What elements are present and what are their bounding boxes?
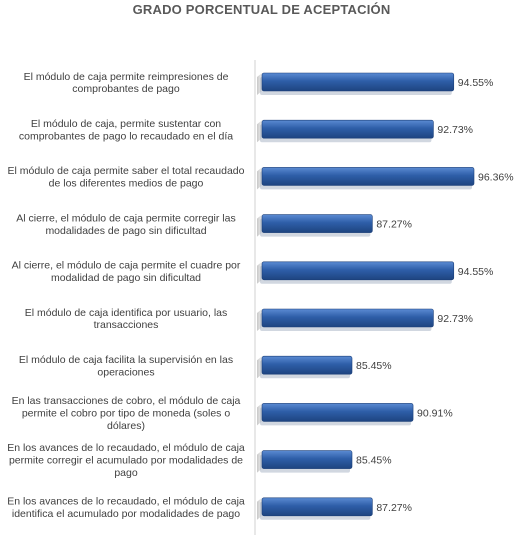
bar-depth [257,450,262,473]
category-label: El módulo de caja permite reimpresiones … [24,71,229,95]
bar-depth [257,356,262,379]
data-label: 85.45% [356,455,392,467]
data-label: 87.27% [376,219,412,231]
category-label: El módulo de caja, permite sustentar con… [19,118,233,142]
category-label-line: modalidad de pago sin dificultad [51,272,201,284]
category-label: En las transacciones de cobro, el módulo… [12,395,241,432]
bar [261,497,373,517]
bar-depth [257,73,262,95]
category-label: En los avances de lo recaudado, el módul… [7,442,245,479]
chart-title: GRADO PORCENTUAL DE ACEPTACIÓN [132,2,391,17]
category-label: El módulo de caja identifica por usuario… [25,307,228,331]
bar [261,167,475,186]
category-label-line: identifica el acumulado por modalidades … [12,508,240,520]
category-label-line: permite corregir el acumulado por modali… [9,455,243,467]
category-label-line: El módulo de caja, permite sustentar con [31,118,221,130]
category-label-line: transacciones [94,319,159,331]
category-label-line: En los avances de lo recaudado, el módul… [7,496,245,508]
data-label: 87.27% [376,502,412,514]
category-label: El módulo de caja permite saber el total… [8,165,245,189]
data-label: 94.55% [458,77,494,89]
category-label-line: El módulo de caja identifica por usuario… [25,307,228,319]
bar-depth [257,214,262,237]
bar [261,261,455,281]
bar-depth [257,497,262,520]
data-label: 94.55% [458,266,494,278]
bar [261,355,353,375]
category-label-line: Al cierre, el módulo de caja permite cor… [16,212,235,224]
category-label-line: En los avances de lo recaudado, el módul… [7,442,245,454]
category-label-line: de los diferentes medios de pago [49,178,204,190]
data-label: 85.45% [356,360,392,372]
bar-depth [257,309,262,331]
data-label: 92.73% [437,124,473,136]
data-label: 92.73% [437,313,473,325]
category-label-line: En las transacciones de cobro, el módulo… [12,395,241,407]
bar-depth [257,120,262,143]
bar [261,119,434,139]
bar [261,214,373,233]
data-label: 96.36% [478,171,514,183]
category-label-line: pago [114,467,138,479]
bar [261,403,414,422]
category-label: Al cierre, el módulo de caja permite el … [12,260,241,284]
category-label-line: modalidades de pago sin dificultad [45,225,206,237]
bar-depth [257,403,262,426]
category-label-line: permite el cobro por tipo de moneda (sol… [22,407,231,419]
category-label: El módulo de caja facilita la supervisió… [19,354,233,378]
category-label-line: comprobantes de pago lo recaudado en el … [19,130,233,142]
category-label-line: Al cierre, el módulo de caja permite el … [12,260,241,272]
category-label-line: dólares) [107,420,145,432]
bar-depth [257,167,262,190]
data-label: 90.91% [417,407,453,419]
bar [261,72,455,92]
category-label-line: comprobantes de pago [72,83,180,95]
category-label-line: El módulo de caja permite saber el total… [8,165,245,177]
category-label-line: operaciones [97,366,154,378]
bar [261,308,434,328]
category-label-line: El módulo de caja facilita la supervisió… [19,354,233,366]
category-label-line: El módulo de caja permite reimpresiones … [24,71,229,83]
category-label: Al cierre, el módulo de caja permite cor… [16,212,235,236]
bar [261,450,353,469]
category-label: En los avances de lo recaudado, el módul… [7,496,245,520]
bar-depth [257,261,262,284]
